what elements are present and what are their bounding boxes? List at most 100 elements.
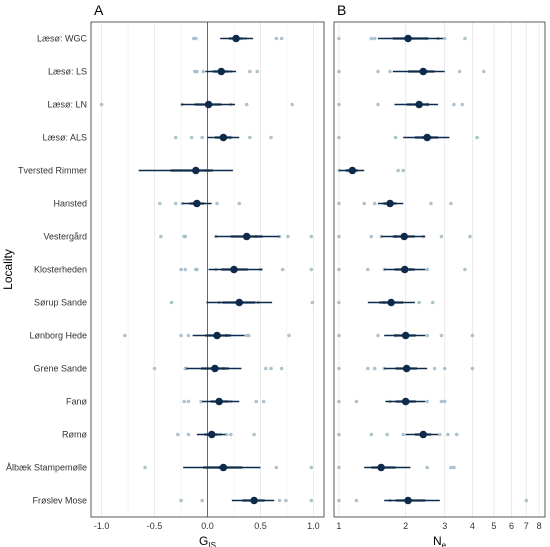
point-b-9-1: [376, 333, 380, 338]
mean-point-a-13: [219, 463, 228, 472]
point-b-7-0: [337, 267, 341, 272]
mean-point-a-0: [232, 34, 240, 43]
point-b-6-6: [468, 234, 472, 239]
point-b-10-4: [432, 366, 437, 371]
point-a-3-4: [248, 135, 252, 140]
point-a-7-0: [179, 267, 183, 272]
point-b-11-1: [354, 399, 359, 404]
panel-frame-b: [333, 21, 546, 518]
point-b-12-0: [337, 432, 341, 437]
category-label-8: Sørup Sande: [34, 298, 87, 308]
point-b-10-2: [372, 366, 377, 371]
point-a-9-1: [179, 333, 183, 338]
point-b-8-3: [430, 300, 435, 305]
point-b-9-3: [425, 333, 429, 338]
category-label-5: Hansted: [53, 199, 87, 209]
mean-point-b-9: [401, 331, 410, 340]
point-a-10-5: [269, 366, 273, 371]
category-label-13: Ålbæk Stampemølle: [6, 463, 87, 473]
mean-point-a-5: [193, 199, 201, 208]
point-a-6-2: [183, 234, 188, 239]
point-a-0-1: [194, 36, 198, 41]
point-b-12-3: [401, 432, 406, 437]
category-label-10: Grene Sande: [33, 364, 87, 374]
point-b-5-0: [337, 201, 341, 206]
point-b-6-5: [439, 234, 444, 239]
point-b-13-1: [425, 465, 429, 470]
mean-point-a-9: [213, 331, 221, 340]
point-a-1-5: [255, 69, 260, 74]
point-a-14-5: [309, 498, 314, 503]
point-b-0-6: [463, 36, 467, 41]
mean-point-a-7: [230, 265, 238, 274]
mean-point-b-2: [415, 100, 423, 109]
point-a-11-5: [261, 399, 266, 404]
point-b-7-1: [366, 267, 370, 272]
point-a-5-5: [237, 201, 242, 206]
shared-labels: Læsø: WGC Læsø: LS Læsø: LN Læsø: ALS Tverst…: [1, 34, 87, 506]
x-tick-label-a-0: -1.0: [94, 521, 110, 531]
point-a-3-2: [200, 135, 205, 140]
x-tick-label-b-1: 2: [403, 521, 408, 531]
mean-point-b-11: [401, 397, 410, 406]
panel-letter-b: B: [337, 2, 346, 18]
mean-point-a-3: [219, 133, 228, 142]
point-b-9-0: [337, 333, 341, 338]
point-b-0-1: [369, 36, 374, 41]
point-a-8-3: [310, 300, 315, 305]
point-a-9-6: [287, 333, 291, 338]
x-tick-label-b-7: 8: [537, 521, 542, 531]
mean-point-a-11: [215, 397, 223, 406]
point-b-0-2: [372, 36, 377, 41]
point-b-13-3: [452, 465, 456, 470]
point-a-13-0: [143, 465, 147, 470]
point-b-11-5: [442, 399, 447, 404]
point-a-12-3: [224, 432, 229, 437]
point-b-9-4: [439, 333, 444, 338]
point-b-5-5: [449, 201, 453, 206]
x-tick-label-a-2: 0.0: [201, 521, 214, 531]
x-tick-label-a-3: 0.5: [254, 521, 267, 531]
point-a-1-1: [195, 69, 199, 74]
point-a-7-7: [309, 267, 314, 272]
point-a-1-4: [248, 69, 252, 74]
mean-point-b-5: [386, 199, 394, 208]
x-tick-label-b-0: 1: [336, 521, 341, 531]
point-a-3-5: [269, 135, 273, 140]
x-tick-label-a-1: -0.5: [147, 521, 163, 531]
point-b-3-4: [475, 135, 479, 140]
point-b-11-0: [337, 399, 341, 404]
point-b-10-5: [442, 366, 447, 371]
point-b-7-4: [425, 267, 429, 272]
point-b-1-0: [337, 69, 341, 74]
point-b-4-2: [396, 168, 400, 173]
point-b-12-4: [437, 432, 442, 437]
mean-point-b-6: [400, 232, 409, 241]
point-b-12-2: [385, 432, 389, 437]
category-label-3: Læsø: ALS: [42, 133, 87, 143]
y-axis-title: Locality: [1, 249, 15, 290]
mean-point-b-10: [402, 364, 411, 373]
x-axis-title-a: GIS: [199, 534, 216, 547]
point-a-14-3: [277, 498, 282, 503]
point-a-7-3: [195, 267, 199, 272]
mean-point-b-3: [423, 133, 431, 142]
mean-point-b-14: [404, 496, 412, 505]
point-a-5-0: [158, 201, 162, 206]
mean-point-a-6: [242, 232, 251, 241]
point-b-3-0: [337, 135, 341, 140]
category-label-6: Vestergård: [43, 232, 87, 242]
point-a-5-1: [173, 201, 178, 206]
point-b-11-3: [425, 399, 429, 404]
point-b-5-4: [429, 201, 433, 206]
point-b-13-0: [337, 465, 341, 470]
point-b-8-0: [337, 300, 341, 305]
point-a-13-3: [309, 465, 314, 470]
x-tick-label-b-5: 6: [509, 521, 514, 531]
category-label-12: Rømø: [62, 430, 87, 440]
point-b-0-5: [442, 36, 447, 41]
point-b-6-1: [369, 234, 374, 239]
mean-point-b-12: [419, 430, 428, 439]
point-b-12-1: [369, 432, 374, 437]
